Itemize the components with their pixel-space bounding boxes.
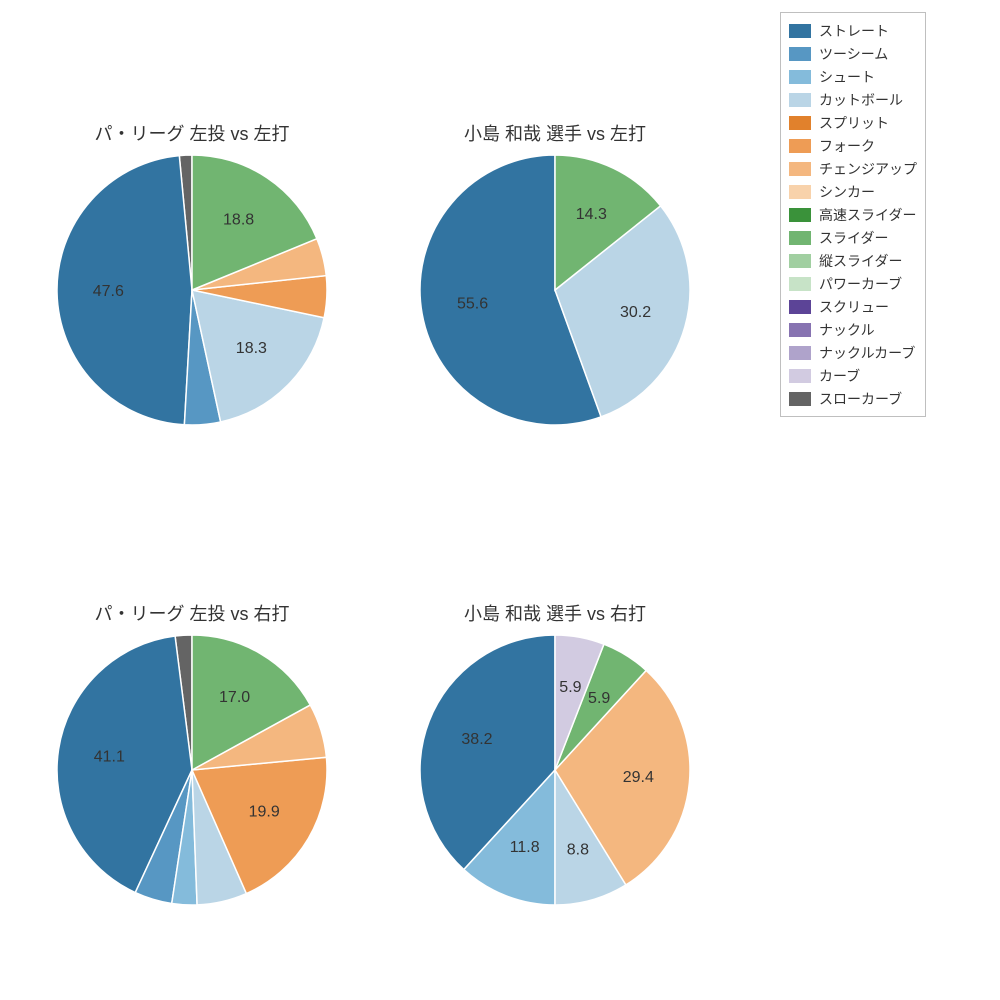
- legend-label: ナックル: [819, 320, 875, 340]
- pie-slice-label: 17.0: [219, 689, 250, 706]
- legend-swatch: [789, 116, 811, 130]
- pie-slice-label: 55.6: [457, 296, 488, 313]
- legend-label: カットボール: [819, 90, 903, 110]
- legend-label: フォーク: [819, 136, 875, 156]
- pie-chart: 38.2 11.8 8.8 29.4 5.9 5.9: [380, 595, 730, 945]
- legend-label: 縦スライダー: [819, 251, 902, 271]
- pie-slice-label: 5.9: [559, 679, 581, 696]
- legend-item: チェンジアップ: [789, 157, 917, 180]
- legend: ストレートツーシームシュートカットボールスプリットフォークチェンジアップシンカー…: [780, 12, 926, 417]
- pie-slice-label: 14.3: [576, 206, 607, 223]
- legend-swatch: [789, 323, 811, 337]
- legend-swatch: [789, 24, 811, 38]
- legend-swatch: [789, 300, 811, 314]
- legend-swatch: [789, 346, 811, 360]
- legend-label: シュート: [819, 67, 875, 87]
- legend-item: ナックルカーブ: [789, 341, 917, 364]
- legend-label: ツーシーム: [819, 44, 888, 64]
- legend-label: スライダー: [819, 228, 888, 248]
- legend-item: スローカーブ: [789, 387, 917, 410]
- legend-label: チェンジアップ: [819, 159, 917, 179]
- legend-item: スプリット: [789, 111, 917, 134]
- legend-label: スローカーブ: [819, 389, 902, 409]
- legend-swatch: [789, 139, 811, 153]
- legend-item: スライダー: [789, 226, 917, 249]
- pie-chart: 55.6 30.2 14.3: [380, 115, 730, 465]
- legend-item: 縦スライダー: [789, 249, 917, 272]
- chart-stage: パ・リーグ 左投 vs 左打47.618.318.8小島 和哉 選手 vs 左打…: [0, 0, 1000, 1000]
- pie-slice-label: 5.9: [588, 690, 610, 707]
- legend-swatch: [789, 277, 811, 291]
- legend-label: スプリット: [819, 113, 889, 133]
- legend-item: パワーカーブ: [789, 272, 917, 295]
- pie-slice-label: 8.8: [567, 842, 589, 859]
- legend-swatch: [789, 47, 811, 61]
- pie-slice-label: 47.6: [93, 283, 124, 300]
- legend-label: スクリュー: [819, 297, 889, 317]
- legend-label: シンカー: [819, 182, 875, 202]
- pie-slice-label: 29.4: [623, 769, 654, 786]
- legend-item: スクリュー: [789, 295, 917, 318]
- legend-swatch: [789, 70, 811, 84]
- legend-item: シュート: [789, 65, 917, 88]
- pie-slice-label: 18.8: [223, 212, 254, 229]
- legend-swatch: [789, 93, 811, 107]
- legend-item: フォーク: [789, 134, 917, 157]
- legend-item: カットボール: [789, 88, 917, 111]
- legend-item: ストレート: [789, 19, 917, 42]
- legend-label: カーブ: [819, 366, 860, 386]
- legend-swatch: [789, 185, 811, 199]
- legend-swatch: [789, 392, 811, 406]
- pie-slice-label: 18.3: [236, 340, 267, 357]
- legend-swatch: [789, 162, 811, 176]
- pie-slice-label: 30.2: [620, 304, 651, 321]
- legend-swatch: [789, 231, 811, 245]
- legend-label: ナックルカーブ: [819, 343, 915, 363]
- legend-item: ナックル: [789, 318, 917, 341]
- legend-item: シンカー: [789, 180, 917, 203]
- pie-slice-label: 38.2: [461, 731, 492, 748]
- pie-slice-label: 41.1: [94, 748, 125, 765]
- legend-item: ツーシーム: [789, 42, 917, 65]
- legend-swatch: [789, 369, 811, 383]
- legend-swatch: [789, 208, 811, 222]
- legend-item: 高速スライダー: [789, 203, 917, 226]
- pie-chart: 47.6 18.3 18.8: [17, 115, 367, 465]
- pie-slice-label: 19.9: [249, 804, 280, 821]
- pie-slice-label: 11.8: [510, 839, 540, 856]
- legend-swatch: [789, 254, 811, 268]
- legend-label: パワーカーブ: [819, 274, 902, 294]
- legend-label: ストレート: [819, 21, 889, 41]
- legend-label: 高速スライダー: [819, 205, 916, 225]
- legend-item: カーブ: [789, 364, 917, 387]
- pie-slice: [57, 156, 192, 425]
- pie-chart: 41.1 19.9 17.0: [17, 595, 367, 945]
